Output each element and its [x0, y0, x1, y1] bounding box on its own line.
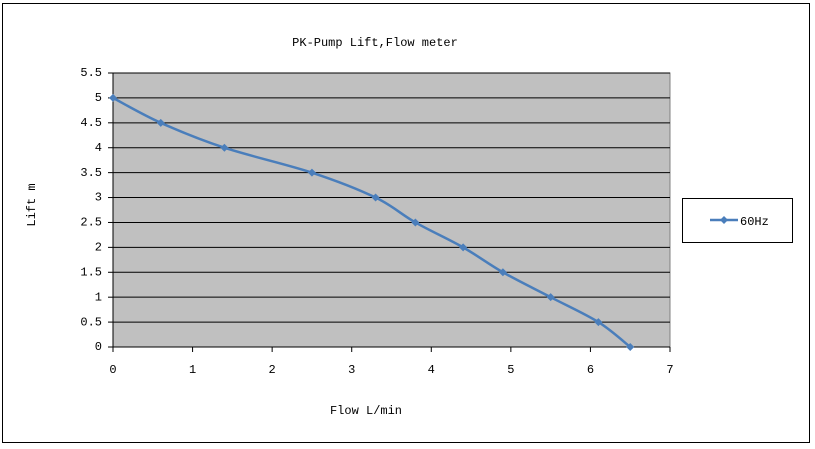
x-tick-label: 3	[348, 363, 355, 377]
x-tick-label: 0	[109, 363, 116, 377]
y-tick-label: 1.5	[80, 265, 102, 279]
x-tick-label: 2	[269, 363, 276, 377]
data-point	[459, 243, 468, 252]
y-tick-label: 4.5	[80, 116, 102, 130]
y-tick-label: 3	[95, 191, 102, 205]
x-axis-label: Flow L/min	[330, 404, 402, 418]
x-tick-label: 4	[428, 363, 435, 377]
legend-label: 60Hz	[740, 215, 769, 229]
data-point	[498, 268, 507, 277]
data-point	[109, 93, 117, 102]
data-point	[156, 118, 165, 127]
data-point	[594, 318, 603, 327]
data-point	[371, 193, 380, 202]
y-tick-label: 4	[95, 141, 102, 155]
x-tick-label: 5	[507, 363, 514, 377]
data-point	[307, 168, 316, 177]
plot-area	[112, 72, 671, 348]
y-tick-label: 1	[95, 290, 102, 304]
x-tick-label: 7	[666, 363, 673, 377]
x-tick-label: 1	[189, 363, 196, 377]
y-tick-label: 0	[95, 340, 102, 354]
data-point	[626, 343, 635, 351]
y-tick-label: 2	[95, 241, 102, 255]
y-axis-label: Lift m	[25, 183, 39, 226]
data-point	[411, 218, 420, 227]
y-tick-label: 3.5	[80, 166, 102, 180]
y-tick-label: 5.5	[80, 66, 102, 80]
legend-marker	[720, 216, 728, 224]
data-point	[220, 143, 229, 152]
y-tick-label: 0.5	[80, 315, 102, 329]
x-tick-label: 6	[587, 363, 594, 377]
y-tick-label: 2.5	[80, 216, 102, 230]
chart-title: PK-Pump Lift,Flow meter	[292, 36, 458, 50]
data-point	[546, 293, 555, 302]
y-tick-label: 5	[95, 91, 102, 105]
series-line	[112, 96, 631, 348]
